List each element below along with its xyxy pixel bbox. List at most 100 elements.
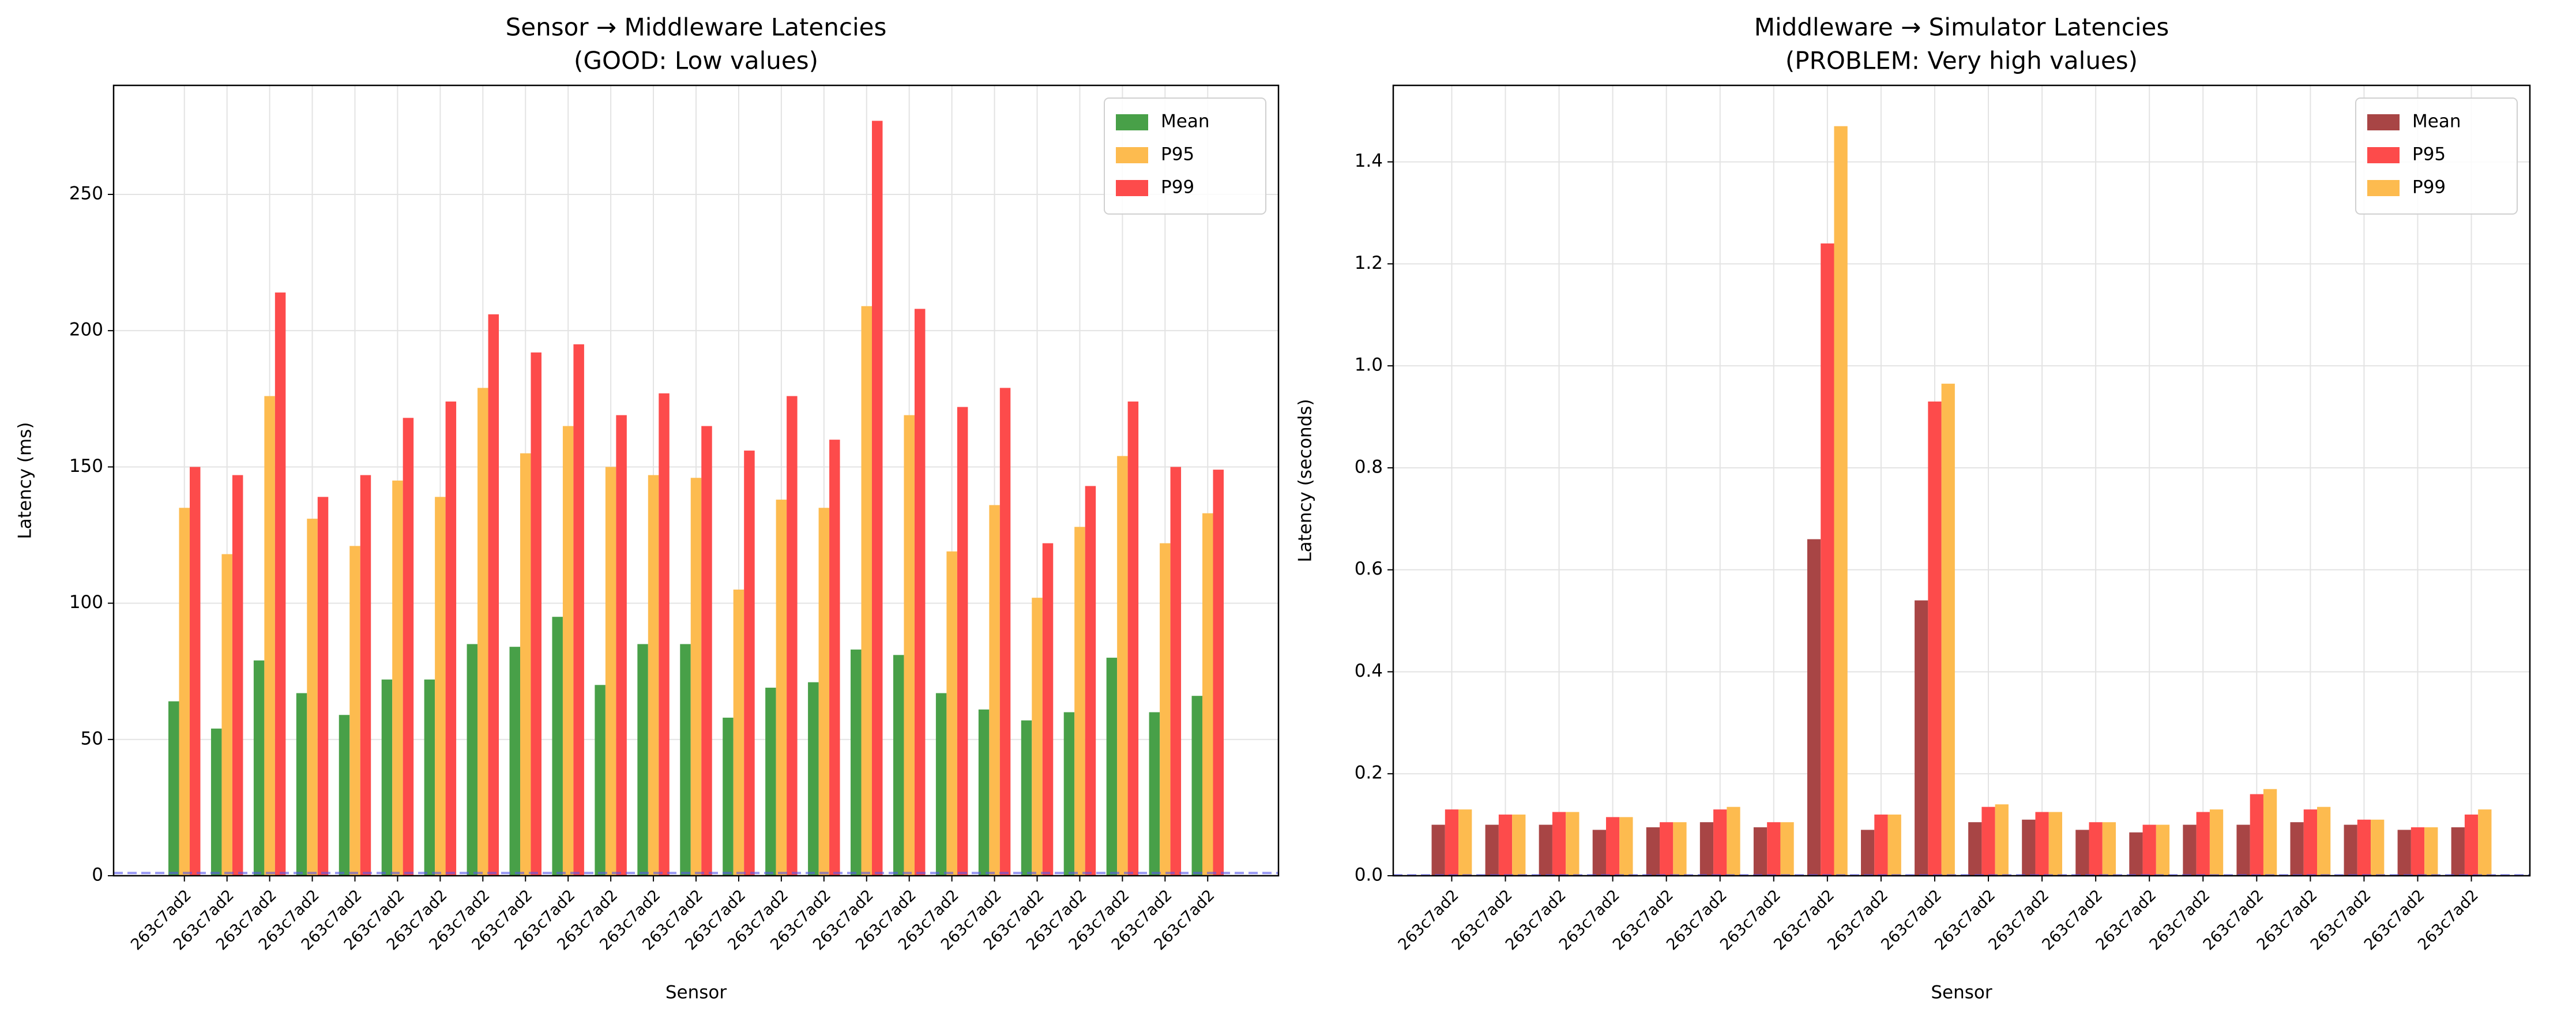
bar	[360, 475, 371, 876]
bar	[893, 655, 904, 876]
plot-frame	[112, 84, 1280, 877]
legend-label: P95	[2412, 144, 2446, 165]
bar	[1807, 539, 1821, 876]
bar	[2022, 819, 2036, 876]
bar	[851, 649, 862, 876]
legend-swatch	[1116, 114, 1148, 130]
bar	[776, 500, 787, 876]
bar	[1874, 814, 1888, 876]
bar	[1861, 830, 1875, 876]
bar	[946, 551, 957, 876]
bar	[307, 519, 318, 876]
bar	[552, 617, 563, 876]
bar	[701, 426, 712, 876]
bar	[264, 396, 275, 876]
bar	[1619, 817, 1633, 876]
bar	[2089, 822, 2103, 876]
bar	[2263, 789, 2277, 876]
bar	[999, 388, 1011, 876]
bar	[2290, 822, 2304, 876]
bar	[1981, 807, 1995, 876]
bar	[1445, 809, 1459, 876]
bar	[1646, 827, 1660, 876]
bar	[1512, 814, 1526, 876]
bar	[744, 451, 755, 876]
bar	[2035, 812, 2049, 876]
y-tick-label: 1.2	[1355, 253, 1383, 273]
x-axis-label: Sensor	[665, 982, 727, 1003]
bar	[1021, 720, 1032, 876]
bar	[1213, 470, 1224, 876]
bar	[659, 393, 670, 876]
bar	[595, 685, 606, 876]
bar	[861, 306, 872, 876]
bar	[2236, 824, 2250, 876]
bar	[274, 292, 286, 876]
bar	[2142, 824, 2156, 876]
legend-swatch	[2367, 147, 2400, 163]
bar	[232, 475, 243, 876]
bar	[1149, 712, 1160, 876]
bar	[1821, 243, 1834, 876]
y-tick-label: 0	[92, 865, 103, 886]
bar	[1699, 822, 1714, 876]
bar	[317, 497, 329, 876]
bar	[467, 644, 478, 876]
legend-label: Mean	[2412, 111, 2461, 132]
chart-title: Sensor → Middleware Latencies	[506, 13, 887, 42]
bar	[2397, 830, 2411, 876]
y-tick-label: 0.6	[1355, 558, 1383, 579]
bar	[1431, 824, 1445, 876]
bar	[680, 644, 691, 876]
y-tick-label: 0.4	[1355, 661, 1383, 681]
bar	[1834, 126, 1848, 876]
y-tick-label: 200	[69, 320, 103, 340]
legend-label: P95	[1161, 144, 1194, 165]
bar	[189, 467, 201, 876]
bar	[1995, 804, 2009, 876]
bar	[914, 309, 926, 876]
bar	[2129, 832, 2143, 876]
bar	[2102, 822, 2116, 876]
bar	[1605, 817, 1620, 876]
bar	[509, 647, 521, 876]
bar	[2183, 824, 2197, 876]
bar	[871, 121, 883, 876]
chart-title: Middleware → Simulator Latencies	[1754, 13, 2169, 42]
bar	[1753, 827, 1768, 876]
legend-swatch	[1116, 180, 1148, 196]
bar	[2196, 812, 2210, 876]
bar	[253, 660, 265, 876]
bar	[2478, 809, 2492, 876]
bar	[935, 693, 947, 876]
bar	[179, 508, 190, 876]
bar	[381, 679, 393, 876]
y-axis-label: Latency (seconds)	[1295, 399, 1316, 562]
bar	[1170, 467, 1182, 876]
bar	[520, 453, 531, 876]
y-axis-label: Latency (ms)	[15, 422, 36, 539]
bar	[1485, 824, 1499, 876]
bar	[2371, 819, 2385, 876]
bar	[296, 693, 307, 876]
y-tick-label: 100	[69, 592, 103, 613]
bar	[2464, 814, 2479, 876]
bar	[1160, 543, 1171, 876]
bar	[349, 546, 360, 876]
bar	[573, 344, 584, 876]
bar	[1191, 696, 1203, 876]
bar	[424, 679, 435, 876]
legend-label: P99	[1161, 177, 1194, 198]
bar	[2451, 827, 2465, 876]
bar	[1085, 486, 1096, 876]
bar	[2048, 812, 2062, 876]
chart-subtitle: (GOOD: Low values)	[574, 47, 818, 75]
bar	[210, 728, 222, 876]
bar	[445, 402, 457, 876]
bar	[637, 644, 648, 876]
bar	[1928, 402, 1942, 876]
bar	[978, 709, 990, 876]
legend-label: P99	[2412, 177, 2446, 198]
bar	[787, 396, 798, 876]
bar	[1566, 812, 1580, 876]
